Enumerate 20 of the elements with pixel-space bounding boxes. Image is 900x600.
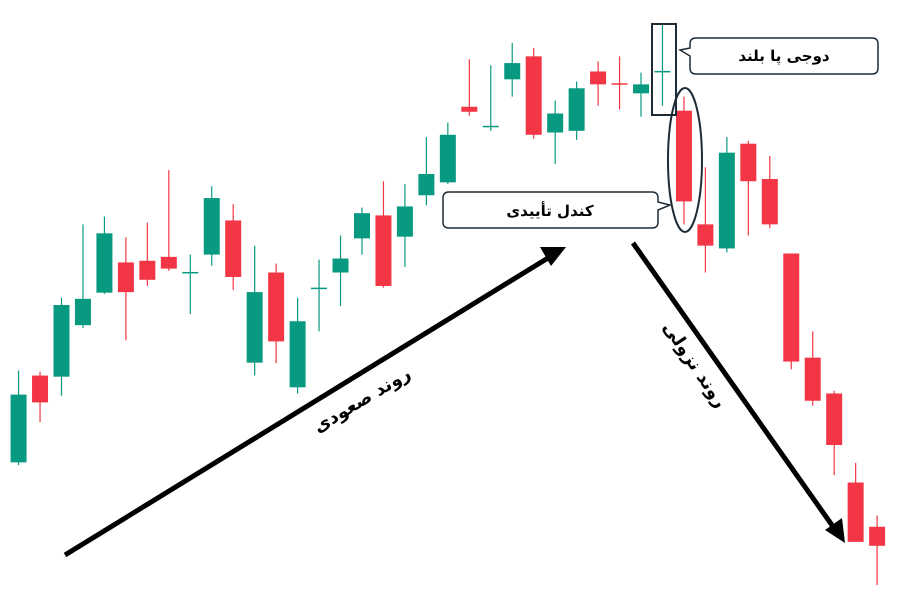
candlestick [332, 234, 349, 307]
annotation: دوجی پا بلند [738, 47, 830, 65]
candlestick [311, 259, 328, 332]
candlestick [482, 64, 499, 132]
candlestick [139, 222, 156, 287]
candlestick [697, 166, 714, 274]
candlestick [504, 42, 520, 98]
annotation: روند صعودی [310, 363, 415, 438]
candlestick [869, 514, 886, 585]
candlestick [612, 56, 628, 110]
candlestick [547, 100, 564, 164]
candlestick [418, 136, 434, 206]
candlestick [461, 58, 478, 116]
annotation: روند نزولی [658, 318, 731, 412]
candlestick [633, 72, 650, 118]
candlestick [590, 60, 606, 106]
candlestick [182, 254, 198, 315]
candlestick [654, 25, 670, 106]
candlestick [160, 169, 177, 272]
annotation: کندل تأییدی [506, 201, 594, 220]
